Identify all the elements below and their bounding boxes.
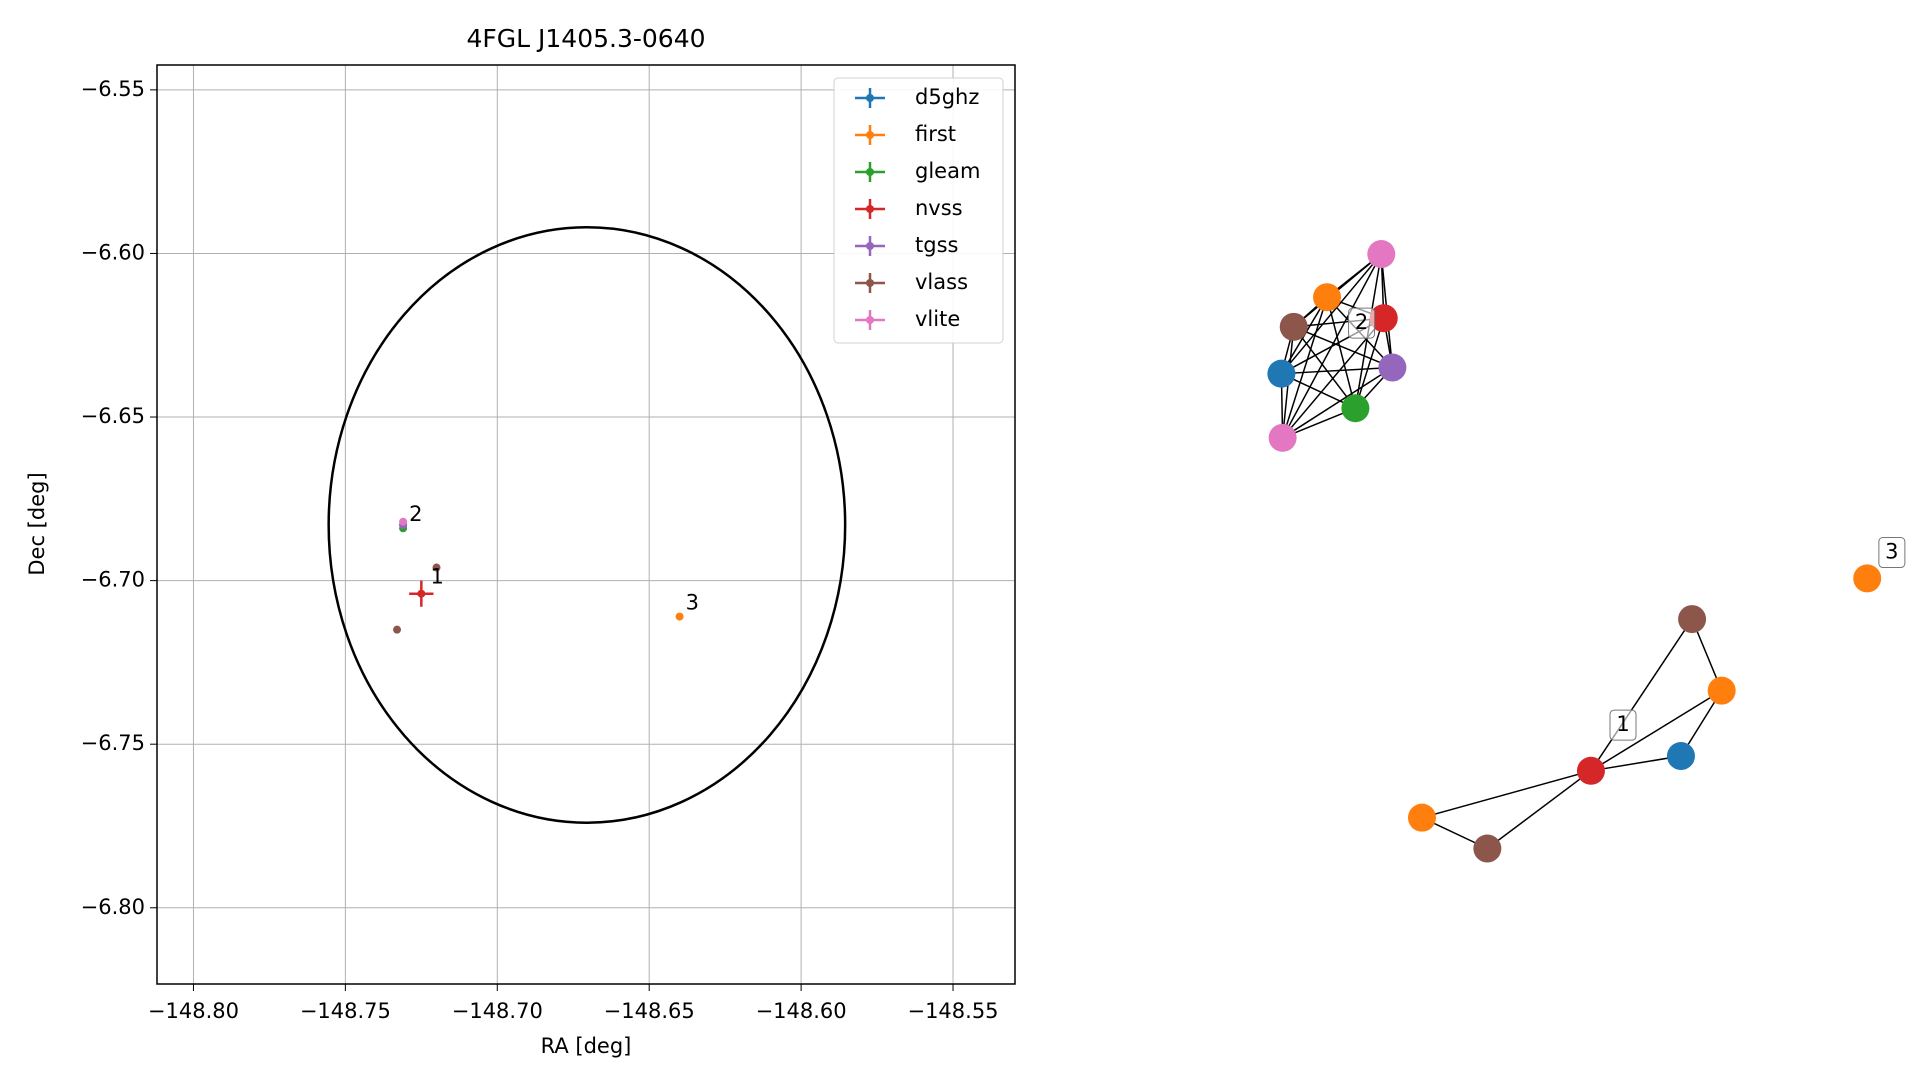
graph-edge <box>1590 618 1693 772</box>
error-ellipse <box>327 226 847 824</box>
legend-marker <box>866 94 874 102</box>
legend-label: vlite <box>915 307 960 331</box>
point <box>393 625 402 634</box>
annotation: 2 <box>409 502 422 526</box>
graph-node <box>1268 423 1297 452</box>
graph-edge <box>1421 770 1592 819</box>
legend-label: nvss <box>915 196 963 220</box>
graph-node <box>1407 803 1436 832</box>
y-tick-label: −6.65 <box>81 404 145 428</box>
legend-marker <box>866 242 874 250</box>
point <box>417 589 426 598</box>
point <box>675 612 684 621</box>
graph-edge <box>1281 296 1328 439</box>
legend-label: d5ghz <box>915 85 979 109</box>
graph-edge <box>1282 366 1393 439</box>
graph-edge <box>1590 755 1682 772</box>
x-axis-label: RA [deg] <box>541 1034 632 1058</box>
graph-node <box>1369 304 1398 333</box>
point <box>399 517 408 526</box>
graph-node <box>1666 742 1695 771</box>
graph-node <box>1313 283 1342 312</box>
legend-box <box>833 77 1004 344</box>
legend-marker <box>866 205 874 213</box>
x-tick-label: −148.60 <box>756 999 847 1023</box>
legend-marker <box>866 131 874 139</box>
legend-marker <box>866 279 874 287</box>
graph-edge <box>1281 366 1393 375</box>
graph-label: 2 <box>1355 310 1368 334</box>
x-tick-label: −148.65 <box>604 999 695 1023</box>
graph-node <box>1853 564 1882 593</box>
y-tick-label: −6.80 <box>81 895 145 919</box>
graph-label: 3 <box>1885 540 1898 564</box>
chart-title: 4FGL J1405.3-0640 <box>466 24 705 53</box>
y-axis-label: Dec [deg] <box>25 472 49 575</box>
graph-node <box>1473 834 1502 863</box>
graph-label: 1 <box>1616 712 1629 736</box>
graph-label-box <box>1878 537 1906 569</box>
legend-marker <box>866 316 874 324</box>
y-tick-label: −6.60 <box>81 240 145 264</box>
graph-label-box <box>1348 307 1376 339</box>
legend-label: vlass <box>915 270 968 294</box>
y-tick-label: −6.55 <box>81 77 145 101</box>
graph-edge <box>1486 770 1592 850</box>
graph-edge <box>1293 326 1356 409</box>
y-tick-label: −6.75 <box>81 731 145 755</box>
graph-node <box>1341 394 1370 423</box>
annotation: 3 <box>686 591 699 615</box>
graph-node <box>1378 353 1407 382</box>
legend-label: gleam <box>915 159 980 183</box>
graph-node <box>1707 676 1736 705</box>
graph-node <box>1367 240 1396 269</box>
graph-edge <box>1326 297 1357 409</box>
graph-node <box>1576 756 1605 785</box>
graph-node <box>1267 359 1296 388</box>
legend-label: first <box>915 122 956 146</box>
graph-edge <box>1293 326 1393 369</box>
axes-frame <box>156 64 1016 985</box>
graph-edge <box>1590 690 1723 772</box>
annotation: 1 <box>430 564 443 588</box>
point <box>432 563 441 572</box>
legend-label: tgss <box>915 233 958 257</box>
graph-label-box <box>1609 709 1637 741</box>
x-tick-label: −148.75 <box>300 999 391 1023</box>
y-tick-label: −6.70 <box>81 568 145 592</box>
x-tick-label: −148.55 <box>907 999 998 1023</box>
x-tick-label: −148.70 <box>452 999 543 1023</box>
graph-node <box>1279 312 1308 341</box>
graph-edge <box>1354 317 1385 409</box>
x-tick-label: −148.80 <box>148 999 239 1023</box>
graph-node <box>1678 605 1707 634</box>
legend-marker <box>866 168 874 176</box>
